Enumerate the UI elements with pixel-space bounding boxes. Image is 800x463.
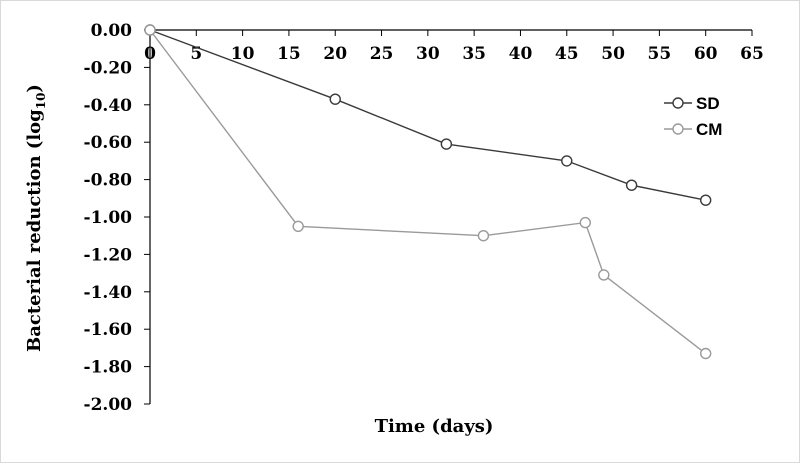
x-tick-label: 30 xyxy=(416,44,440,64)
legend: SD CM xyxy=(664,94,722,139)
y-tick-label: -1.80 xyxy=(84,358,133,378)
x-tick-label: 40 xyxy=(509,44,533,64)
x-tick-labels: 0 5 10 15 20 25 30 35 40 45 50 55 60 65 xyxy=(144,44,764,64)
data-point-cm xyxy=(579,216,591,229)
x-tick-label: 50 xyxy=(601,44,625,64)
x-tick-label: 15 xyxy=(277,44,301,64)
legend-label-sd: SD xyxy=(696,94,720,113)
x-tick-label: 10 xyxy=(231,44,255,64)
data-point-cm xyxy=(144,24,156,36)
y-tick-label: -2.00 xyxy=(84,395,133,415)
y-tick-label: -0.40 xyxy=(84,96,133,116)
data-point-cm xyxy=(477,229,490,242)
data-point-sd xyxy=(440,138,453,150)
y-tick-label: -1.60 xyxy=(84,320,133,340)
y-axis-title-subscript: 10 xyxy=(34,93,48,110)
y-tick-label: -1.00 xyxy=(84,208,133,228)
x-tick-label: 65 xyxy=(740,44,764,64)
data-point-sd xyxy=(699,194,712,206)
series-layer xyxy=(144,24,712,360)
y-tick-label: 0.00 xyxy=(91,21,133,41)
data-point-sd xyxy=(625,179,638,191)
data-point-cm xyxy=(699,347,712,360)
y-axis-title: Bacterial reduction (log10) xyxy=(24,84,48,352)
legend-marker-sd xyxy=(672,97,684,109)
x-tick-label: 25 xyxy=(370,44,394,64)
series-line-cm xyxy=(149,29,707,355)
data-point-cm xyxy=(292,220,304,233)
y-axis-title-main: Bacterial reduction (log xyxy=(24,109,45,352)
data-point-sd xyxy=(561,155,573,167)
x-axis-title: Time (days) xyxy=(375,416,494,437)
series-line-sd xyxy=(149,29,706,201)
x-tick-label: 5 xyxy=(190,44,202,64)
y-tick-label: -0.60 xyxy=(84,133,133,153)
x-tick-label: 45 xyxy=(555,44,579,64)
series-sd xyxy=(144,24,712,206)
y-tick-label: -1.40 xyxy=(84,283,133,303)
legend-label-cm: CM xyxy=(696,120,722,139)
axes xyxy=(144,29,753,405)
x-tick-label: 20 xyxy=(323,44,347,64)
y-tick-label: -1.20 xyxy=(84,245,133,265)
legend-marker-cm xyxy=(672,123,684,135)
x-tick-label: 35 xyxy=(462,44,486,64)
y-tick-labels: 0.00 -0.20 -0.40 -0.60 -0.80 -1.00 -1.20 -1.40 -… xyxy=(84,21,133,415)
y-axis-title-close: ) xyxy=(24,84,45,93)
data-point-cm xyxy=(598,269,610,281)
x-tick-label: 60 xyxy=(694,44,718,64)
series-cm xyxy=(144,24,712,360)
x-tick-label: 55 xyxy=(648,44,672,64)
data-point-sd xyxy=(329,93,341,105)
x-tick-label: 0 xyxy=(144,44,156,64)
y-tick-label: -0.20 xyxy=(84,58,133,78)
y-tick-label: -0.80 xyxy=(84,171,133,191)
